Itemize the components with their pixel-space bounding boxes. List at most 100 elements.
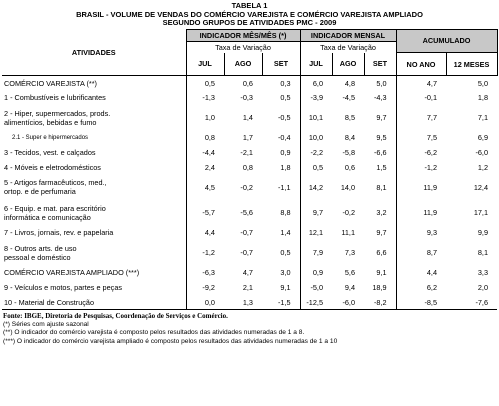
footer: Fonte: IBGE, Diretoria de Pesquisas, Coo… bbox=[3, 312, 499, 346]
activity-label: 6 - Equip. e mat. para escritório bbox=[4, 203, 106, 213]
group-header: ACUMULADO bbox=[395, 28, 498, 53]
activity-cell: 3 - Tecidos, vest. e calçados bbox=[2, 145, 186, 160]
value-cell: 14,0 bbox=[340, 182, 356, 192]
value-cell: 1,7 bbox=[242, 133, 253, 143]
value-cell: 10,0 bbox=[299, 130, 333, 146]
activity-label: 9 - Veículos e motos, partes e peças bbox=[4, 282, 123, 292]
row: 2.1 - Super e hipermercados 0,8 1,7 -0,4 10,… bbox=[2, 130, 497, 146]
value-cell: 1,2 bbox=[477, 162, 489, 172]
value-cell: -6,0 bbox=[332, 294, 365, 311]
value-cell: 3,2 bbox=[376, 208, 387, 218]
table: ATIVIDADES INDICADOR MÊS/MÊS (*) INDICAD… bbox=[2, 28, 498, 311]
value-cell: 11,1 bbox=[341, 228, 356, 238]
value-cell: 8,4 bbox=[344, 133, 356, 143]
value-cell: 9,7 bbox=[376, 228, 387, 238]
activity-label: alimentícios, bebidas e fumo bbox=[4, 117, 97, 127]
row: 9 - Veículos e motos, partes e peças -9,2… bbox=[2, 280, 497, 295]
row: 10 - Material de Construção 0,0 1,3 -1,5 -12… bbox=[2, 294, 498, 311]
value-cell: 7,1 bbox=[477, 113, 489, 123]
row: 6 - Equip. e mat. para escritório informá… bbox=[2, 199, 497, 226]
value-cell: -6,2 bbox=[395, 145, 447, 160]
activity-label: 4 - Móveis e eletrodomésticos bbox=[4, 162, 101, 172]
value-cell: 7,7 bbox=[395, 105, 447, 131]
title: TABELA 1 BRASIL - VOLUME DE VENDAS DO CO… bbox=[0, 0, 499, 28]
value-cell: 2,1 bbox=[242, 282, 253, 292]
value-cell: 1,4 bbox=[280, 228, 291, 238]
value-cell: 9,1 bbox=[280, 282, 291, 292]
value-cell: 7,9 bbox=[299, 240, 333, 266]
value-cell: 1,5 bbox=[376, 162, 387, 172]
value-cell: 12,1 bbox=[299, 225, 333, 241]
value-cell: 1,3 bbox=[224, 294, 262, 311]
value-cell: 7,3 bbox=[344, 248, 356, 258]
value-cell: 0,6 bbox=[242, 78, 253, 88]
activity-cell: 10 - Material de Construção bbox=[2, 294, 186, 311]
activity-label: 10 - Material de Construção bbox=[4, 297, 95, 307]
value-cell: 4,8 bbox=[344, 78, 356, 88]
value-cell: 9,4 bbox=[344, 282, 356, 292]
value-cell: 9,3 bbox=[395, 225, 447, 241]
activity-label: COMÉRCIO VAREJISTA AMPLIADO (***) bbox=[4, 268, 140, 278]
value-cell: 9,7 bbox=[376, 113, 387, 123]
value-cell: -0,7 bbox=[240, 248, 253, 258]
value-cell: 8,5 bbox=[344, 113, 356, 123]
row: 1 - Combustíveis e lubrificantes -1,3 -0,3… bbox=[2, 90, 497, 106]
column-header: JUL bbox=[299, 52, 333, 76]
value-cell: 1,8 bbox=[280, 162, 291, 172]
value-cell: -4,4 bbox=[185, 145, 224, 160]
value-cell: -6,3 bbox=[185, 265, 224, 281]
title-line: TABELA 1 bbox=[231, 1, 268, 10]
value-cell: -1,2 bbox=[395, 159, 447, 175]
row: 5 - Artigos farmacêuticos, med., ortop. e… bbox=[2, 174, 497, 200]
value-cell: -5,0 bbox=[299, 280, 333, 295]
activity-cell: 8 - Outros arts. de uso pessoal e domésti… bbox=[2, 240, 186, 266]
activity-cell: 5 - Artigos farmacêuticos, med., ortop. e… bbox=[2, 174, 186, 200]
value-cell: -7,6 bbox=[446, 294, 498, 311]
value-cell: 0,9 bbox=[299, 265, 333, 281]
activity-label: 2.1 - Super e hipermercados bbox=[12, 134, 89, 141]
value-cell: -0,3 bbox=[240, 93, 253, 103]
activity-label: pessoal e doméstico bbox=[4, 252, 71, 262]
row: 3 - Tecidos, vest. e calçados -4,4 -2,1 0,9… bbox=[2, 145, 497, 160]
value-cell: -0,2 bbox=[342, 208, 356, 218]
value-cell: 8,1 bbox=[477, 248, 489, 258]
title-line: SEGUNDO GRUPOS DE ATIVIDADES PMC - 2009 bbox=[162, 18, 337, 27]
value-cell: 11,9 bbox=[395, 174, 447, 200]
activity-label: 1 - Combustíveis e lubrificantes bbox=[4, 93, 106, 103]
subheader: Taxa de Variação bbox=[299, 41, 397, 53]
activity-label: COMÉRCIO VAREJISTA (**) bbox=[4, 78, 97, 88]
row: 2 - Hiper, supermercados, prods. alimentí… bbox=[2, 105, 497, 131]
value-cell: 4,4 bbox=[395, 265, 447, 281]
value-cell: -2,2 bbox=[299, 145, 333, 160]
activity-cell: 6 - Equip. e mat. para escritório informá… bbox=[2, 200, 186, 226]
activity-cell: 4 - Móveis e eletrodomésticos bbox=[2, 160, 186, 175]
activity-cell: COMÉRCIO VAREJISTA (**) bbox=[2, 76, 186, 91]
activity-cell: 2.1 - Super e hipermercados bbox=[2, 131, 186, 146]
value-cell: -4,5 bbox=[342, 93, 356, 103]
activity-cell: 2 - Hiper, supermercados, prods. alimentí… bbox=[2, 105, 186, 131]
value-cell: -1,1 bbox=[277, 182, 291, 192]
value-cell: -0,7 bbox=[240, 228, 253, 238]
value-cell: -2,1 bbox=[240, 148, 253, 158]
activity-cell: 1 - Combustíveis e lubrificantes bbox=[2, 91, 186, 106]
row: COMÉRCIO VAREJISTA AMPLIADO (***) -6,3 4,7… bbox=[2, 265, 497, 281]
value-cell: -1,3 bbox=[185, 90, 224, 106]
value-cell: -5,8 bbox=[342, 148, 356, 158]
value-cell: 1,4 bbox=[242, 113, 253, 123]
activity-cell: 9 - Veículos e motos, partes e peças bbox=[2, 280, 186, 295]
value-cell: -12,5 bbox=[299, 294, 333, 311]
value-cell: 1,8 bbox=[477, 93, 489, 103]
value-cell: -1,2 bbox=[185, 240, 224, 266]
value-cell: 0,5 bbox=[280, 248, 291, 258]
value-cell: 1,0 bbox=[185, 105, 224, 131]
value-cell: 4,7 bbox=[395, 75, 447, 91]
value-cell: 9,9 bbox=[477, 228, 489, 238]
column-header: 12 MESES bbox=[445, 52, 498, 76]
value-cell: 5,6 bbox=[344, 268, 356, 278]
footnote: (***) O indicador do comércio varejista … bbox=[3, 337, 338, 345]
value-cell: 4,7 bbox=[242, 268, 253, 278]
value-cell: -5,6 bbox=[240, 208, 253, 218]
activity-cell: 7 - Livros, jornais, rev. e papelaria bbox=[2, 225, 186, 240]
column-header: NO ANO bbox=[395, 52, 447, 76]
value-cell: 4,5 bbox=[185, 174, 224, 200]
